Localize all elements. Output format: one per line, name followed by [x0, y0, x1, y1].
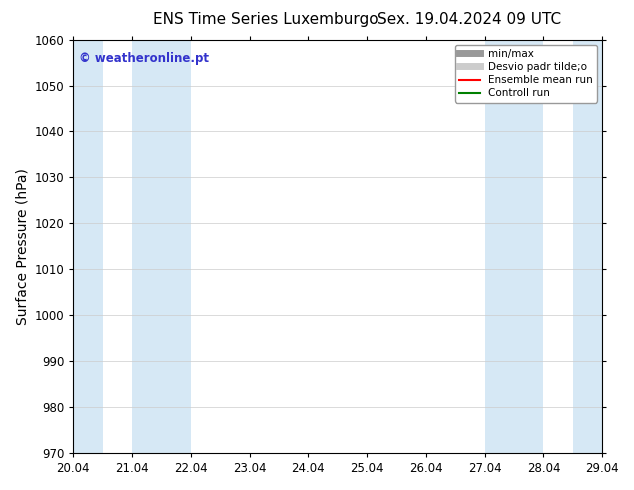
Bar: [74, 40, 103, 453]
Legend: min/max, Desvio padr tilde;o, Ensemble mean run, Controll run: min/max, Desvio padr tilde;o, Ensemble m…: [455, 45, 597, 102]
Text: ENS Time Series Luxemburgo: ENS Time Series Luxemburgo: [153, 12, 379, 27]
Bar: [132, 40, 191, 453]
Y-axis label: Surface Pressure (hPa): Surface Pressure (hPa): [15, 168, 29, 325]
Text: © weatheronline.pt: © weatheronline.pt: [79, 52, 209, 65]
Bar: [573, 40, 602, 453]
Bar: [484, 40, 543, 453]
Text: Sex. 19.04.2024 09 UTC: Sex. 19.04.2024 09 UTC: [377, 12, 561, 27]
